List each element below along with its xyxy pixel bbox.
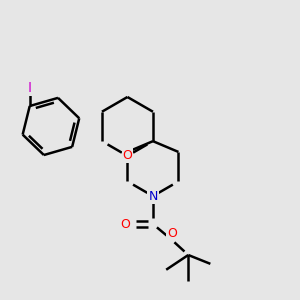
Text: O: O [121,218,130,231]
Text: N: N [148,190,158,202]
Text: O: O [122,149,132,162]
Text: O: O [167,227,177,240]
Text: I: I [28,81,32,95]
